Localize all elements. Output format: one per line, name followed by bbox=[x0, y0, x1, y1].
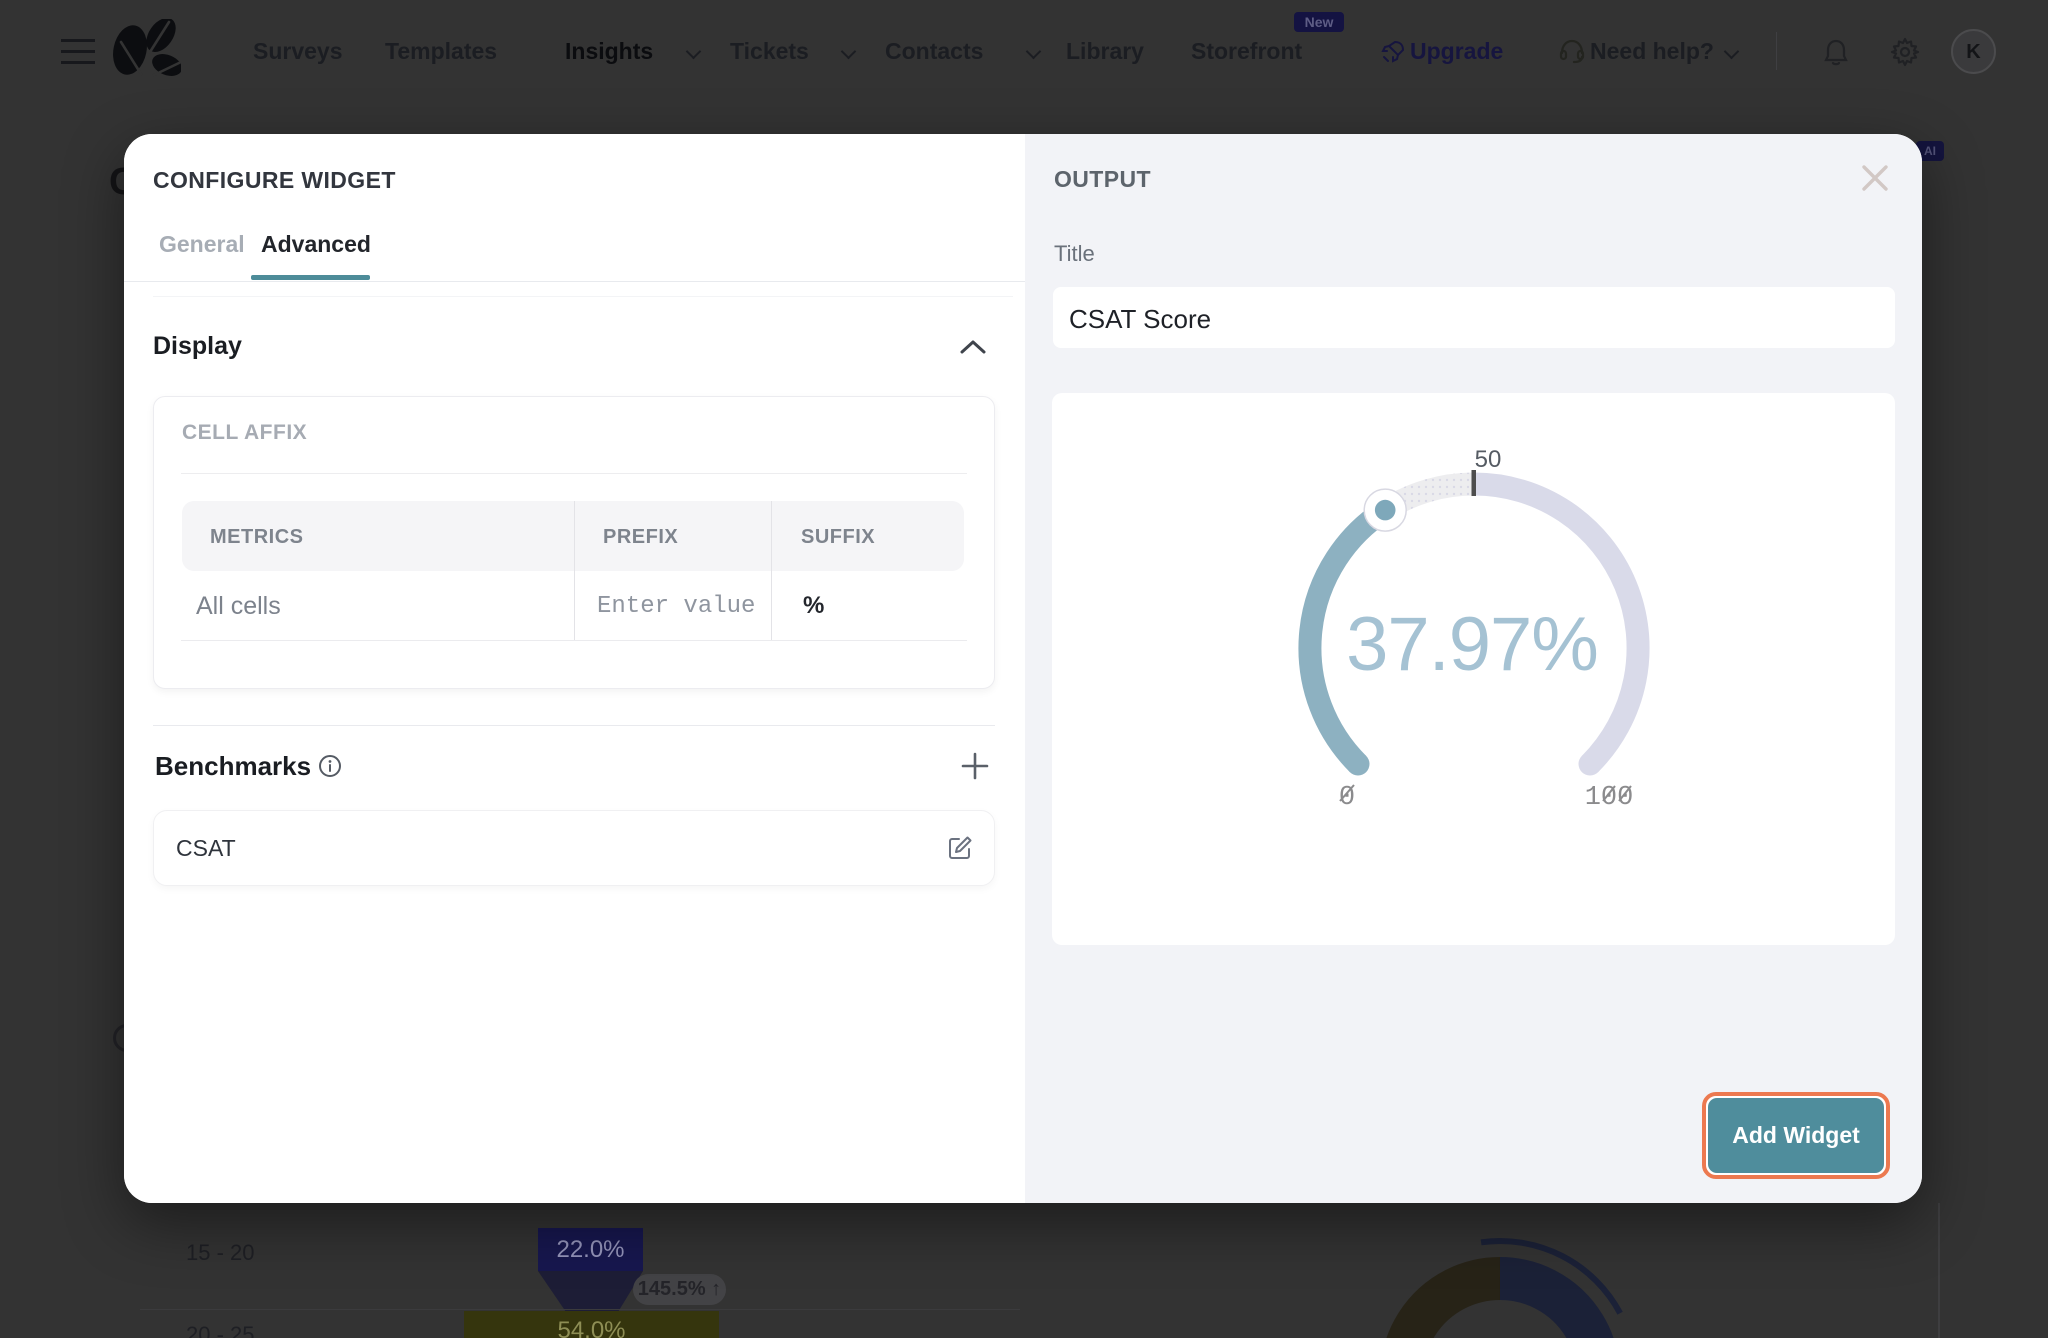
svg-text:50: 50 bbox=[1475, 446, 1502, 473]
svg-text:100: 100 bbox=[1585, 783, 1634, 813]
svg-text:0: 0 bbox=[1339, 783, 1355, 813]
svg-text:37.97%: 37.97% bbox=[1346, 602, 1598, 687]
